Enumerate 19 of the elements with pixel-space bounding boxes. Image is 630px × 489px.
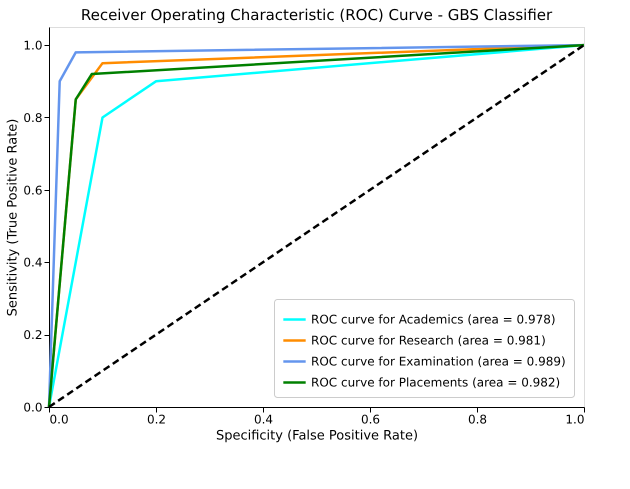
x-tick-label: 0.4	[254, 412, 274, 426]
legend-label: ROC curve for Academics (area = 0.978)	[311, 312, 556, 326]
x-tick-label: 0.6	[360, 412, 380, 426]
y-tick-label: 0.2	[23, 328, 42, 342]
x-tick-label: 0.2	[146, 412, 166, 426]
x-tick-label: 0.0	[50, 412, 69, 426]
legend-label: ROC curve for Placements (area = 0.982)	[311, 376, 560, 390]
x-tick-label: 1.0	[565, 412, 584, 426]
y-tick-label: 0.8	[23, 110, 42, 125]
y-tick-label: 1.0	[23, 38, 42, 53]
x-axis-title: Specificity (False Positive Rate)	[216, 428, 418, 444]
chart-title: Receiver Operating Characteristic (ROC) Curve - GBS Classifier	[80, 6, 553, 24]
y-tick-label: 0.4	[23, 256, 42, 270]
legend-label: ROC curve for Research (area = 0.981)	[311, 334, 546, 348]
legend-label: ROC curve for Examination (area = 0.989)	[311, 354, 566, 368]
y-tick-label: 0.0	[23, 400, 42, 414]
x-tick-label: 0.8	[468, 412, 488, 426]
y-tick-label: 0.6	[23, 183, 42, 198]
y-axis-title: Sensitivity (True Positive Rate)	[5, 118, 20, 316]
